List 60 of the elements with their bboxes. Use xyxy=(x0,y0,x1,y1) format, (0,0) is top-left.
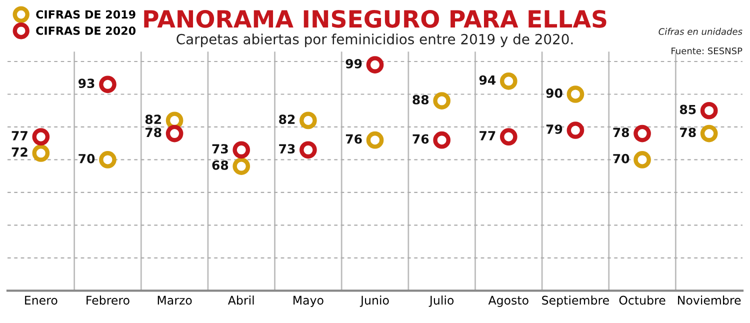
data-label: 70 xyxy=(78,154,95,164)
data-label: 70 xyxy=(613,154,630,164)
point xyxy=(366,56,384,74)
annotation: Fuente: SESNSP xyxy=(672,47,742,54)
data-label: 77 xyxy=(12,131,28,140)
x-tick-label: Abril xyxy=(228,296,254,305)
data-label: 76 xyxy=(412,134,429,144)
point xyxy=(433,131,450,149)
legend-label: CIFRAS DE 2020 xyxy=(36,26,136,35)
chart-title: PANORAMA INSEGURO PARA ELLAS xyxy=(144,10,606,28)
data-label: 99 xyxy=(346,58,362,68)
data-label: 90 xyxy=(546,88,562,98)
data-label: 78 xyxy=(613,128,629,138)
data-label: 73 xyxy=(279,144,295,154)
x-tick-label: Septiembre xyxy=(542,296,609,307)
point xyxy=(366,131,384,149)
x-tick-label: Junio xyxy=(360,296,389,307)
x-tick-label: Julio xyxy=(428,296,454,307)
x-tick-label: Agosto xyxy=(488,296,528,307)
data-label: 72 xyxy=(12,147,28,157)
x-tick-label: Febrero xyxy=(86,296,130,305)
point xyxy=(566,122,584,139)
x-tick-label: Enero xyxy=(25,296,58,305)
text: Cifras en unidades xyxy=(658,28,742,35)
x-tick-label: Octubre xyxy=(619,296,666,305)
chart-subtitle: Carpetas abiertas por feminicidios entre 2019 y de 2020. xyxy=(176,34,573,48)
data-label: 76 xyxy=(346,134,362,144)
data-label: 94 xyxy=(479,75,496,85)
point xyxy=(300,112,317,130)
data-label: 73 xyxy=(212,144,228,154)
point xyxy=(634,151,651,168)
data-label: 93 xyxy=(78,78,94,88)
point xyxy=(166,124,184,142)
point xyxy=(634,124,651,142)
data-label: 88 xyxy=(412,94,429,104)
point xyxy=(433,92,450,110)
point xyxy=(99,76,116,94)
legend-label: CIFRAS DE 2019 xyxy=(36,10,136,19)
point xyxy=(32,128,50,146)
data-label: 78 xyxy=(680,128,696,138)
point xyxy=(500,128,518,146)
point xyxy=(232,158,250,175)
point xyxy=(700,124,718,142)
point xyxy=(500,72,518,90)
point xyxy=(700,102,718,120)
data-label: 82 xyxy=(145,114,161,124)
data-label: 78 xyxy=(145,128,162,138)
data-label: 68 xyxy=(212,160,228,170)
x-tick-label: Mayo xyxy=(294,296,324,307)
data-label: 77 xyxy=(480,131,496,140)
point xyxy=(32,144,50,162)
point xyxy=(300,141,317,159)
x-tick-label: Marzo xyxy=(158,296,192,305)
data-label: 82 xyxy=(279,114,295,124)
point xyxy=(232,141,250,159)
data-label: 79 xyxy=(546,124,562,134)
point xyxy=(99,151,116,168)
data-label: 85 xyxy=(680,104,696,114)
x-tick-label: Noviembre xyxy=(678,296,741,305)
point xyxy=(566,86,584,103)
